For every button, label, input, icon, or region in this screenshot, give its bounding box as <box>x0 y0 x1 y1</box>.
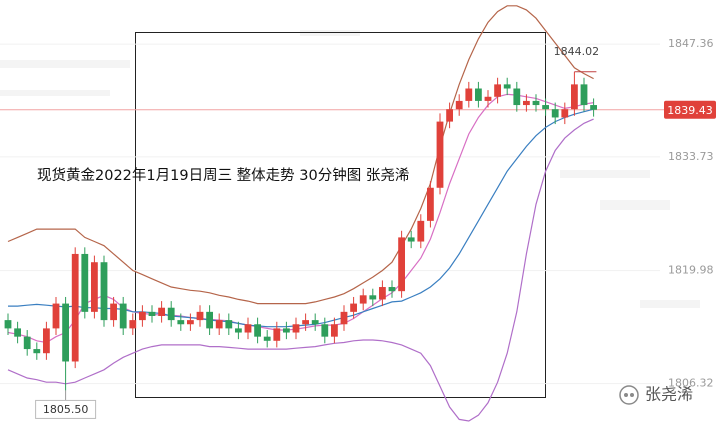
candle-body <box>263 336 271 341</box>
candle-body <box>551 109 559 118</box>
candle-body <box>254 324 261 337</box>
last-price-label: 1839.43 <box>667 104 713 117</box>
candle-body <box>321 324 329 337</box>
candle-body <box>532 100 540 106</box>
y-tick-label: 1806.32 <box>668 377 714 390</box>
candle-body <box>167 307 175 321</box>
candle-body <box>292 324 300 333</box>
candle-body <box>302 320 309 325</box>
candle-body <box>571 84 578 110</box>
y-tick-label: 1819.98 <box>668 264 714 277</box>
candle-body <box>158 307 165 316</box>
candle-body <box>311 320 319 325</box>
candle-body <box>283 328 290 333</box>
candle-body <box>590 105 597 110</box>
candle-body <box>235 328 242 333</box>
candle-body <box>379 287 386 300</box>
candle-body <box>503 84 511 89</box>
candle-body <box>52 303 60 329</box>
candle-body <box>542 105 549 110</box>
candle-body <box>177 320 185 325</box>
low-marker-label: 1805.50 <box>43 403 89 416</box>
candle-body <box>465 88 473 101</box>
candle-body <box>331 324 338 337</box>
candle-body <box>23 336 31 350</box>
candle-body <box>244 324 252 333</box>
candle-body <box>427 187 434 221</box>
y-tick-label: 1833.73 <box>668 150 714 163</box>
candle-body <box>139 311 146 321</box>
high-marker-label: 1844.02 <box>554 45 600 58</box>
candle-body <box>225 320 233 329</box>
candle-body <box>14 328 21 337</box>
indicator-line <box>7 118 594 422</box>
y-tick-label: 1847.36 <box>668 37 714 50</box>
candle-body <box>273 328 281 341</box>
candle-body <box>148 311 156 316</box>
candle-body <box>494 84 501 97</box>
candle-body <box>71 253 79 362</box>
low-marker-box <box>35 399 97 419</box>
candle-body <box>100 262 108 321</box>
candle-body <box>580 84 588 106</box>
highlight-box <box>135 32 546 398</box>
candle-body <box>388 287 396 292</box>
watermark-logo <box>619 385 639 405</box>
candle-body <box>359 295 367 304</box>
indicator-line <box>7 5 594 305</box>
candle-body <box>129 320 137 329</box>
watermark-text: 张尧浠 <box>645 385 693 404</box>
candle-body <box>119 303 127 329</box>
candle-body <box>475 88 482 101</box>
chart-title: 现货黄金2022年1月19日周三 整体走势 30分钟图 张尧浠 <box>37 167 409 184</box>
candle-body <box>561 109 569 118</box>
candle-body <box>513 88 521 106</box>
candle-body <box>196 311 204 321</box>
candle-body <box>340 311 348 325</box>
candle-body <box>369 295 377 300</box>
candle-body <box>206 311 213 329</box>
candle-body <box>33 349 41 354</box>
candle-body <box>91 262 98 312</box>
candle-body <box>417 220 425 242</box>
candle-body <box>350 303 357 312</box>
candle-body <box>446 109 453 122</box>
candle-body <box>523 100 530 106</box>
candle-body <box>4 320 12 329</box>
candle-body <box>187 320 194 325</box>
candle-body <box>455 100 463 110</box>
candle-body <box>215 320 223 329</box>
candle-body <box>398 237 405 292</box>
candle-body <box>81 253 89 312</box>
last-price-tag <box>664 100 716 119</box>
candle-body <box>484 96 492 101</box>
candle-body <box>110 303 117 321</box>
candle-body <box>407 237 415 242</box>
candle-body <box>62 303 69 362</box>
candle-body <box>436 121 444 188</box>
candle-body <box>43 328 50 354</box>
